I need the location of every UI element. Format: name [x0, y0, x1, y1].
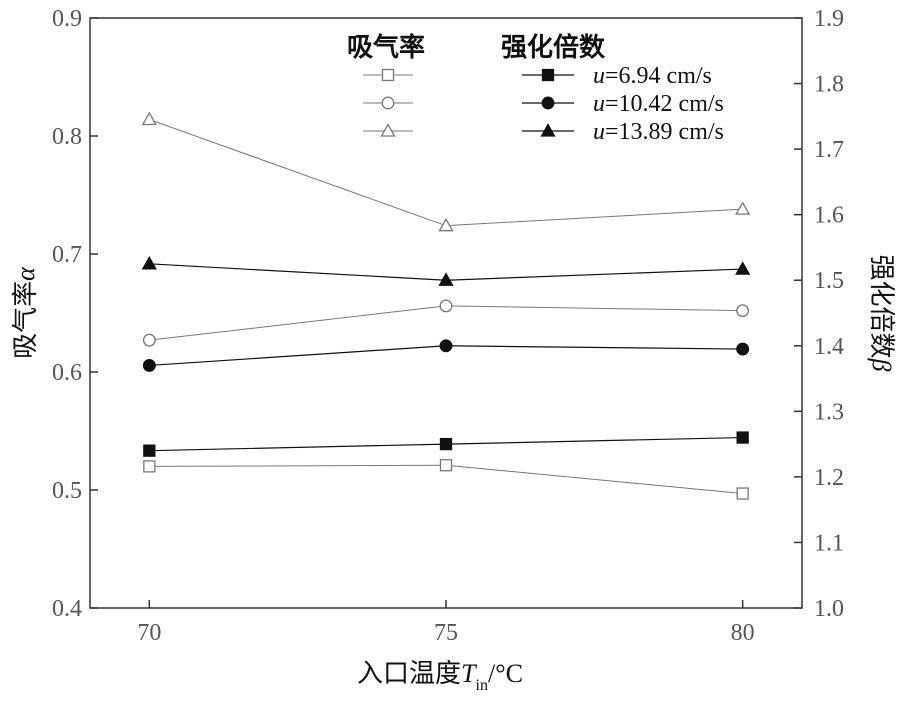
- legend-entry-value: =10.42 cm/s: [605, 91, 724, 117]
- left-tick-label: 0.6: [52, 360, 82, 386]
- right-tick-label: 1.7: [814, 137, 844, 163]
- left-axis-label: 吸气率α: [11, 266, 40, 359]
- x-axis-label-var: T: [461, 659, 477, 688]
- data-point-triangle: [438, 272, 454, 286]
- right-axis-label: 强化倍数β: [867, 255, 896, 372]
- data-point-triangle: [735, 201, 751, 215]
- x-axis-label-main: 入口温度: [357, 659, 461, 688]
- legend-marker-triangle: [540, 123, 556, 137]
- left-axis-ticks: 0.4 0.5 0.6 0.7 0.8 0.9: [52, 6, 98, 622]
- x-axis-ticks: 70 75 80: [137, 600, 755, 646]
- left-axis-label-main: 吸气率: [11, 281, 40, 359]
- legend-marker-circle: [381, 96, 395, 110]
- legend-entry-var: u: [593, 91, 605, 117]
- data-point-square: [143, 460, 156, 473]
- right-tick-label: 1.6: [814, 203, 844, 229]
- series-alpha-triangle: [141, 111, 751, 232]
- right-axis-label-symbol: β: [867, 358, 896, 372]
- right-tick-label: 1.0: [814, 596, 844, 622]
- data-point-triangle: [141, 256, 157, 270]
- legend-marker-square: [381, 68, 395, 82]
- series-beta-circle: [142, 339, 750, 372]
- data-point-square: [736, 431, 749, 444]
- legend-entry-value: =13.89 cm/s: [605, 119, 724, 145]
- left-tick-label: 0.9: [52, 6, 82, 32]
- right-tick-label: 1.2: [814, 465, 844, 491]
- x-axis-label: 入口温度Tin/°C: [357, 659, 523, 694]
- legend-entry-var: u: [593, 63, 605, 89]
- legend-header-alpha: 吸气率: [347, 32, 425, 62]
- legend-entry-label: u=6.94 cm/s: [593, 63, 712, 89]
- series-alpha-square: [143, 459, 749, 500]
- data-point-circle: [142, 358, 156, 372]
- left-tick-label: 0.4: [52, 596, 82, 622]
- data-point-circle: [736, 304, 750, 318]
- left-tick-label: 0.8: [52, 124, 82, 150]
- data-point-square: [736, 487, 749, 500]
- data-point-square: [439, 459, 453, 472]
- data-point-triangle: [438, 217, 454, 232]
- right-tick-label: 1.1: [814, 530, 844, 556]
- right-tick-label: 1.4: [814, 334, 844, 360]
- data-point-square: [439, 437, 453, 451]
- x-tick-label: 80: [731, 620, 755, 646]
- legend-marker-circle: [541, 96, 555, 110]
- series-alpha-circle: [142, 299, 750, 347]
- legend-marker-triangle: [380, 123, 396, 137]
- series-layer: [141, 111, 751, 500]
- legend-entry-value: =6.94 cm/s: [605, 63, 712, 89]
- series-beta-triangle: [141, 256, 751, 286]
- data-point-square: [143, 444, 156, 457]
- legend-entry-var: u: [593, 119, 605, 145]
- x-tick-label: 75: [434, 620, 458, 646]
- left-tick-label: 0.5: [52, 478, 82, 504]
- legend-entry-label: u=13.89 cm/s: [593, 119, 724, 145]
- data-point-circle: [439, 299, 453, 313]
- data-point-triangle: [141, 111, 157, 126]
- x-tick-label: 70: [137, 620, 161, 646]
- x-axis-label-unit: /°C: [488, 659, 523, 688]
- x-axis-label-sub: in: [476, 677, 488, 694]
- legend-marker-square: [541, 68, 555, 82]
- right-axis-label-main: 强化倍数: [867, 255, 896, 359]
- legend-entry-label: u=10.42 cm/s: [593, 91, 724, 117]
- right-tick-label: 1.3: [814, 399, 844, 425]
- series-beta-square: [143, 431, 749, 457]
- right-axis-ticks: 1.0 1.1 1.2 1.3 1.4 1.5 1.6 1.7 1.8 1.9: [794, 6, 844, 622]
- data-point-triangle: [735, 261, 751, 275]
- data-point-circle: [142, 333, 156, 347]
- data-point-circle: [439, 339, 453, 353]
- data-point-circle: [736, 342, 750, 356]
- legend-header-beta: 强化倍数: [501, 32, 606, 62]
- left-tick-label: 0.7: [52, 242, 82, 268]
- right-tick-label: 1.9: [814, 6, 844, 32]
- right-tick-label: 1.5: [814, 268, 844, 294]
- right-tick-label: 1.8: [814, 72, 844, 98]
- left-axis-label-symbol: α: [11, 266, 40, 281]
